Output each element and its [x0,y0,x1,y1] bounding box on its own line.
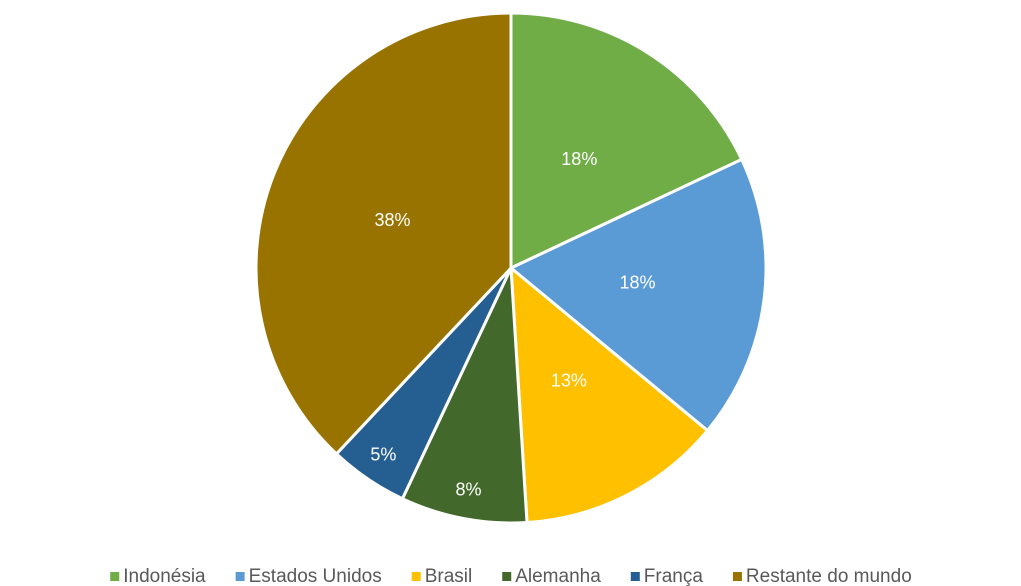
pie-slice [400,267,529,525]
data-label: 38% [374,210,410,230]
data-label: 18% [561,149,597,169]
pie-slice [509,264,710,525]
data-label: 5% [370,444,396,464]
legend-swatch [110,572,120,581]
pie-slice [509,11,744,271]
legend-swatch [630,572,640,581]
legend-label: Restante do mundo [746,566,912,586]
legend-label: Indonésia [123,566,206,586]
legend-label: Alemanha [515,566,601,586]
legend-swatch [411,572,421,581]
legend-label: Estados Unidos [249,566,382,586]
pie-slice [508,157,768,433]
legend-swatch [732,572,742,581]
legend-swatch [235,572,245,581]
data-label: 18% [619,273,655,293]
data-label: 13% [551,370,587,390]
legend-swatch [502,572,512,581]
data-label: 8% [455,480,481,500]
legend-label: França [644,566,704,586]
legend-label: Brasil [425,566,473,586]
pie-slice [254,11,513,457]
